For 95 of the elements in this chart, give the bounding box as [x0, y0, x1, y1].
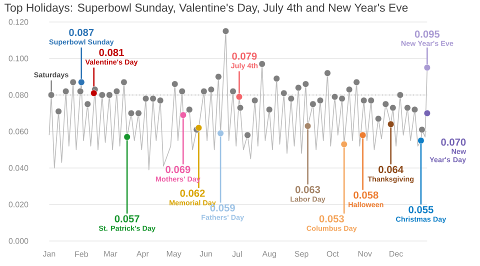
point — [106, 92, 113, 98]
point — [90, 90, 98, 97]
x-tick-label: Oct — [326, 251, 339, 257]
point — [304, 122, 312, 130]
point — [48, 92, 55, 98]
point — [251, 97, 258, 104]
point — [217, 130, 224, 137]
point — [418, 126, 426, 134]
x-tick-label: Mar — [104, 251, 118, 257]
y-tick-label: 0.100 — [8, 56, 28, 62]
point — [236, 104, 244, 112]
data-label: 0.087 — [69, 28, 94, 36]
point — [244, 132, 251, 139]
point — [411, 106, 418, 113]
point — [128, 110, 135, 117]
point — [78, 78, 85, 86]
x-tick-label: Apr — [136, 251, 149, 258]
point — [124, 134, 130, 140]
y-tick-label: 0.080 — [8, 92, 28, 98]
point — [404, 104, 411, 112]
point — [70, 78, 76, 86]
point — [200, 88, 208, 95]
point — [113, 88, 120, 95]
x-tick-label: Aug — [262, 251, 276, 258]
x-tick-label: Sep — [294, 251, 308, 258]
x-tick-label: May — [166, 251, 182, 258]
point — [178, 88, 186, 95]
data-label: 0.095 — [414, 30, 440, 38]
data-label: 0.058 — [354, 191, 378, 199]
x-tick-label: Nov — [358, 251, 372, 257]
data-label: 0.055 — [408, 206, 434, 214]
data-label: 0.069 — [166, 166, 190, 174]
point — [368, 97, 375, 104]
y-tick-label: 0.020 — [8, 202, 28, 208]
point — [390, 104, 396, 112]
point — [338, 95, 346, 102]
point — [387, 120, 394, 128]
point — [353, 78, 360, 86]
point — [331, 93, 338, 100]
point — [120, 78, 128, 86]
point — [62, 88, 70, 95]
point — [208, 86, 215, 93]
point — [302, 80, 310, 88]
point — [180, 112, 187, 118]
point — [186, 106, 193, 113]
point — [316, 97, 324, 104]
x-tick-label: Feb — [75, 251, 88, 257]
point — [266, 106, 273, 113]
point — [215, 73, 222, 80]
y-tick-label: 0.000 — [8, 238, 28, 244]
point — [273, 75, 280, 82]
point — [424, 110, 431, 117]
point — [76, 88, 84, 95]
x-tick-label: Jun — [200, 251, 212, 257]
x-tick-label: Dec — [390, 251, 403, 257]
point — [295, 84, 302, 92]
point — [288, 95, 295, 102]
point — [374, 115, 382, 122]
data-label: 0.053 — [319, 215, 344, 222]
data-label: 0.064 — [378, 166, 404, 174]
point — [324, 70, 331, 76]
point — [280, 90, 288, 97]
point — [150, 95, 156, 102]
point — [142, 95, 150, 102]
data-label: 0.070 — [441, 138, 466, 146]
data-label: 0.057 — [114, 215, 140, 222]
point — [258, 60, 266, 68]
y-tick-label: 0.040 — [8, 165, 28, 171]
point — [418, 137, 424, 144]
point — [359, 132, 366, 139]
point — [230, 88, 236, 95]
point — [236, 93, 243, 100]
chart-title: Top Holidays: Superbowl Sunday, Valentine's Day, July 4th and New Year's Eve — [4, 3, 408, 14]
data-label: 0.063 — [295, 186, 320, 194]
x-tick-label: Jan — [42, 251, 56, 257]
point — [84, 100, 92, 108]
point — [135, 110, 142, 117]
point — [340, 140, 348, 148]
point — [98, 92, 106, 98]
point — [382, 100, 390, 108]
x-tick-label: Jul — [232, 251, 242, 257]
data-label: 0.081 — [99, 48, 124, 56]
data-label: 0.062 — [180, 190, 205, 197]
point — [360, 97, 368, 104]
point — [55, 108, 62, 115]
point — [171, 80, 178, 88]
point — [396, 92, 404, 98]
y-tick-label: 0.060 — [8, 128, 28, 134]
point — [346, 86, 353, 93]
point — [156, 97, 164, 104]
point — [310, 100, 316, 108]
point — [424, 64, 431, 72]
y-tick-label: 0.120 — [8, 19, 28, 25]
point — [222, 28, 230, 35]
data-label: 0.079 — [232, 52, 257, 60]
